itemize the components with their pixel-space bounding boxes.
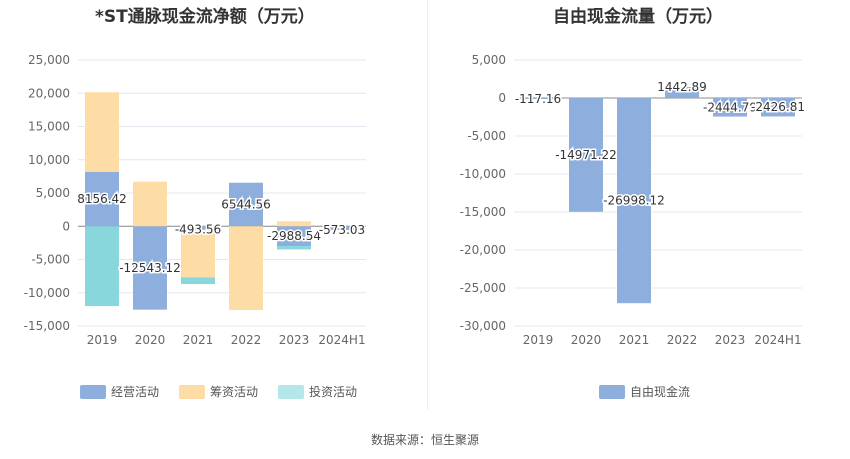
legend-swatch-operating <box>80 384 106 399</box>
x-tick-label: 2019 <box>523 333 554 347</box>
y-tick-label: 5,000 <box>36 186 70 200</box>
x-tick-label: 2021 <box>183 333 214 347</box>
left-chart-title: *ST通脉现金流净额（万元） <box>95 7 315 27</box>
bar-经营活动 <box>85 172 119 227</box>
bar-自由现金流 <box>521 98 555 99</box>
y-tick-label: 25,000 <box>28 53 70 67</box>
data-label: 6544.56 <box>221 197 271 211</box>
bar-自由现金流 <box>617 98 651 304</box>
bar-筹资活动 <box>133 181 167 227</box>
right-chart-legend: 自由现金流 <box>599 383 710 400</box>
legend-label-financing: 筹资活动 <box>210 385 259 399</box>
x-tick-label: 2021 <box>619 333 650 347</box>
bar-经营活动 <box>133 226 167 310</box>
bar-筹资活动 <box>277 221 311 227</box>
y-tick-label: 20,000 <box>28 86 70 100</box>
legend-label-fcf: 自由现金流 <box>630 385 691 399</box>
x-tick-label: 2020 <box>135 333 166 347</box>
chart-divider <box>427 0 428 410</box>
bar-筹资活动 <box>181 229 215 278</box>
y-tick-label: 0 <box>498 91 506 105</box>
y-tick-label: -10,000 <box>460 167 506 181</box>
legend-swatch-investing <box>278 384 305 399</box>
y-tick-label: 15,000 <box>28 120 70 134</box>
bar-投资活动 <box>181 277 215 285</box>
data-label: -14971.22 <box>555 148 617 162</box>
bar-筹资活动 <box>229 226 263 311</box>
x-tick-label: 2024H1 <box>754 333 801 347</box>
data-label: -12543.12 <box>119 261 181 275</box>
y-tick-label: 10,000 <box>28 153 70 167</box>
x-tick-label: 2024H1 <box>318 333 365 347</box>
x-tick-label: 2022 <box>231 333 262 347</box>
legend-item-fcf[interactable]: 自由现金流 <box>599 383 690 400</box>
bar-经营活动 <box>277 226 311 247</box>
x-tick-label: 2019 <box>87 333 118 347</box>
data-label: -2426.81 <box>751 100 805 114</box>
x-tick-label: 2023 <box>715 333 746 347</box>
data-label: -573.03 <box>319 223 365 237</box>
data-label: -2988.54 <box>267 229 321 243</box>
bar-自由现金流 <box>713 98 747 117</box>
legend-label-investing: 投资活动 <box>309 385 358 399</box>
bar-投资活动 <box>277 246 311 250</box>
y-tick-label: 5,000 <box>472 53 506 67</box>
left-chart-legend: 经营活动 筹资活动 投资活动 <box>80 383 377 400</box>
bar-自由现金流 <box>665 87 699 98</box>
bar-投资活动 <box>85 226 119 307</box>
bar-经营活动 <box>325 226 359 231</box>
data-source-note: 数据来源：恒生聚源 <box>370 433 479 447</box>
y-tick-label: -5,000 <box>467 129 506 143</box>
legend-label-operating: 经营活动 <box>111 385 160 399</box>
data-label: 1442.89 <box>657 80 707 94</box>
bar-筹资活动 <box>85 92 119 173</box>
bar-经营活动 <box>181 226 215 230</box>
bar-经营活动 <box>229 182 263 227</box>
y-tick-label: -10,000 <box>24 286 70 300</box>
x-tick-label: 2023 <box>279 333 310 347</box>
y-tick-label: -25,000 <box>460 281 506 295</box>
x-tick-label: 2022 <box>667 333 698 347</box>
x-tick-label: 2020 <box>571 333 602 347</box>
data-label: -26998.12 <box>603 194 665 208</box>
legend-item-investing[interactable]: 投资活动 <box>278 383 357 400</box>
data-label: -2444.79 <box>703 100 757 114</box>
data-label: -493.56 <box>175 223 221 237</box>
y-tick-label: -15,000 <box>460 205 506 219</box>
bar-自由现金流 <box>569 98 603 212</box>
right-chart-title: 自由现金流量（万元） <box>553 7 723 27</box>
legend-item-financing[interactable]: 筹资活动 <box>179 383 258 400</box>
y-tick-label: -5,000 <box>31 253 70 267</box>
y-tick-label: -20,000 <box>460 243 506 257</box>
bar-自由现金流 <box>761 98 795 117</box>
data-label: -117.16 <box>515 92 561 106</box>
legend-item-operating[interactable]: 经营活动 <box>80 383 159 400</box>
y-tick-label: -30,000 <box>460 319 506 333</box>
data-label: 8156.42 <box>77 192 127 206</box>
legend-swatch-fcf <box>599 384 625 399</box>
y-tick-label: 0 <box>62 219 70 233</box>
y-tick-label: -15,000 <box>24 319 70 333</box>
legend-swatch-financing <box>179 384 206 399</box>
